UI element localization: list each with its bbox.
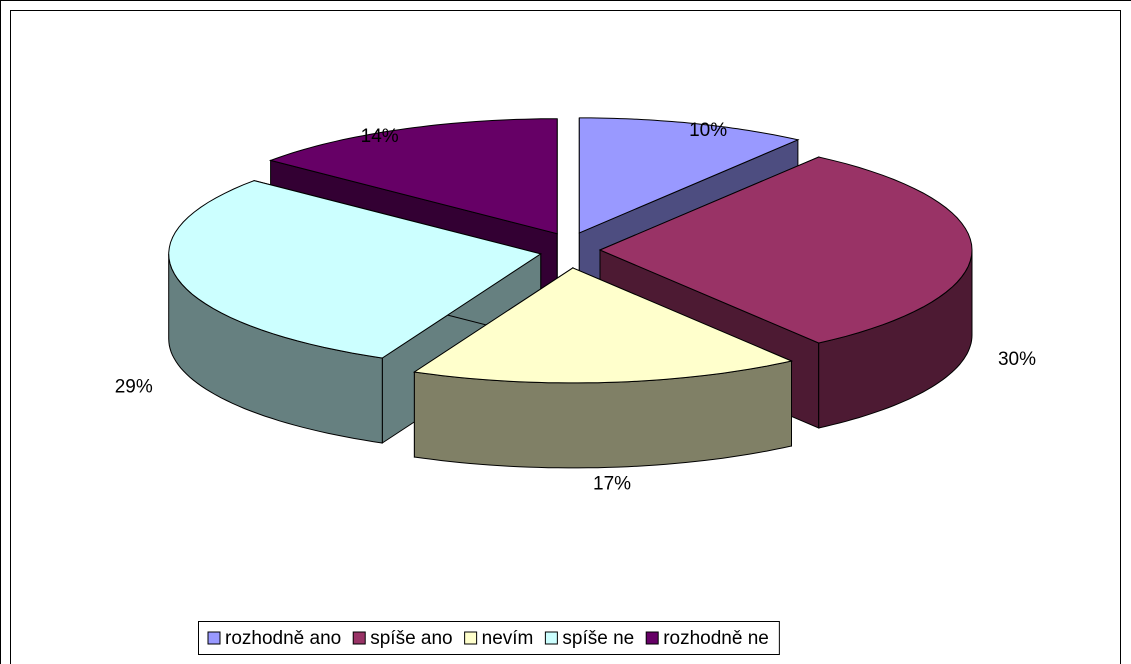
- slice: [168, 179, 542, 444]
- data-label: 29%: [115, 376, 153, 397]
- data-label: 10%: [689, 120, 727, 141]
- legend-swatch: [207, 631, 221, 645]
- legend-items: rozhodně ano spíše ano nevím spíše ne rozhod…: [207, 628, 769, 649]
- slice-top: [268, 118, 558, 235]
- slice-top: [598, 156, 973, 344]
- legend-swatch: [464, 631, 478, 645]
- legend-label: rozhodně ne: [663, 628, 769, 649]
- data-label: 17%: [593, 473, 631, 494]
- slice-top: [168, 180, 542, 359]
- slice-top: [578, 117, 800, 234]
- slice: [413, 266, 794, 469]
- legend-swatch: [352, 631, 366, 645]
- legend-label: spíše ne: [562, 628, 634, 649]
- legend-label: nevím: [482, 628, 534, 649]
- legend-label: spíše ano: [370, 628, 452, 649]
- pie: 10% 14% 30% 29% 17%: [115, 117, 1036, 494]
- legend: [198, 621, 780, 655]
- data-label: 14%: [361, 126, 399, 147]
- legend-label: rozhodně ano: [225, 628, 341, 649]
- legend-swatch: [645, 631, 659, 645]
- legend-swatch: [544, 631, 558, 645]
- slice-top: [413, 267, 794, 384]
- data-label: 30%: [998, 349, 1036, 370]
